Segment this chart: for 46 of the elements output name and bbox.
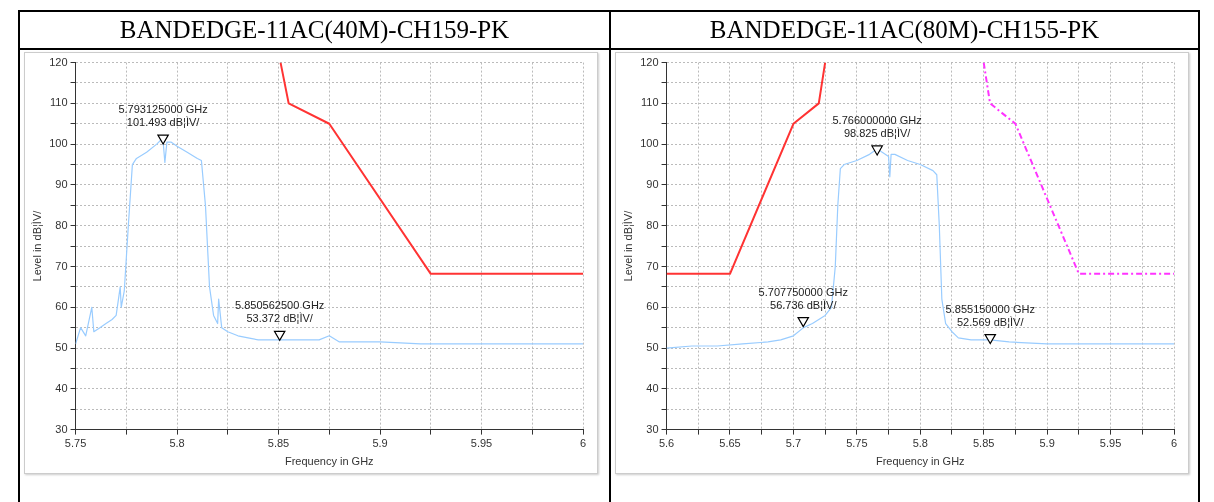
x-axis-title: Frequency in GHz: [284, 455, 374, 468]
y-tick-label: 60: [55, 300, 68, 313]
chart-title: BANDEDGE-11AC(80M)-CH155-PK: [611, 12, 1198, 50]
annotation: 5.766000000 GHz 98.825 dB¦ÌV/: [832, 113, 922, 139]
x-tick-label: 5.65: [719, 437, 741, 450]
y-tick-label: 60: [646, 300, 659, 313]
y-tick-label: 50: [55, 341, 68, 354]
x-tick-label: 5.8: [169, 437, 185, 450]
y-tick-label: 80: [646, 218, 659, 231]
x-tick-label: 5.85: [267, 437, 290, 450]
annotation: 5.793125000 GHz 101.493 dB¦ÌV/: [118, 103, 208, 129]
y-tick-label: 70: [55, 259, 68, 272]
y-tick-label: 30: [55, 422, 68, 435]
annotation: 5.850562500 GHz 53.372 dB¦ÌV/: [235, 299, 325, 325]
annotation: 5.707750000 GHz 56.736 dB¦ÌV/: [758, 285, 848, 311]
x-tick-label: 5.8: [912, 437, 928, 450]
y-tick-label: 40: [646, 381, 659, 394]
x-tick-label: 5.75: [64, 437, 87, 450]
y-tick-label: 120: [640, 55, 659, 68]
x-tick-label: 6: [579, 437, 587, 450]
x-tick-label: 5.7: [785, 437, 802, 450]
x-tick-label: 5.75: [846, 437, 868, 450]
x-tick-label: 5.95: [470, 437, 493, 450]
y-axis-title: Level in dB¦ÌV/: [30, 209, 43, 282]
y-tick-label: 100: [49, 137, 68, 150]
y-tick-label: 90: [55, 177, 68, 190]
x-tick-label: 5.9: [372, 437, 388, 450]
x-tick-label: 6: [1170, 437, 1178, 450]
x-tick-label: 5.6: [658, 437, 675, 450]
y-tick-label: 110: [641, 96, 659, 109]
y-tick-label: 50: [646, 341, 659, 354]
y-tick-label: 40: [55, 381, 68, 394]
chart-title: BANDEDGE-11AC(40M)-CH159-PK: [20, 12, 609, 50]
y-axis-title: Level in dB¦ÌV/: [621, 209, 634, 282]
y-tick-label: 80: [55, 218, 68, 231]
x-tick-label: 5.9: [1039, 437, 1055, 450]
y-tick-label: 120: [49, 55, 68, 68]
y-tick-label: 100: [640, 137, 659, 150]
x-tick-label: 5.85: [973, 437, 995, 450]
y-tick-label: 110: [50, 96, 68, 109]
x-tick-label: 5.95: [1099, 437, 1122, 450]
y-tick-label: 70: [646, 259, 659, 272]
y-tick-label: 30: [646, 422, 659, 435]
annotation: 5.855150000 GHz 52.569 dB¦ÌV/: [945, 302, 1035, 328]
x-axis-title: Frequency in GHz: [875, 455, 965, 468]
y-tick-label: 90: [646, 177, 659, 190]
